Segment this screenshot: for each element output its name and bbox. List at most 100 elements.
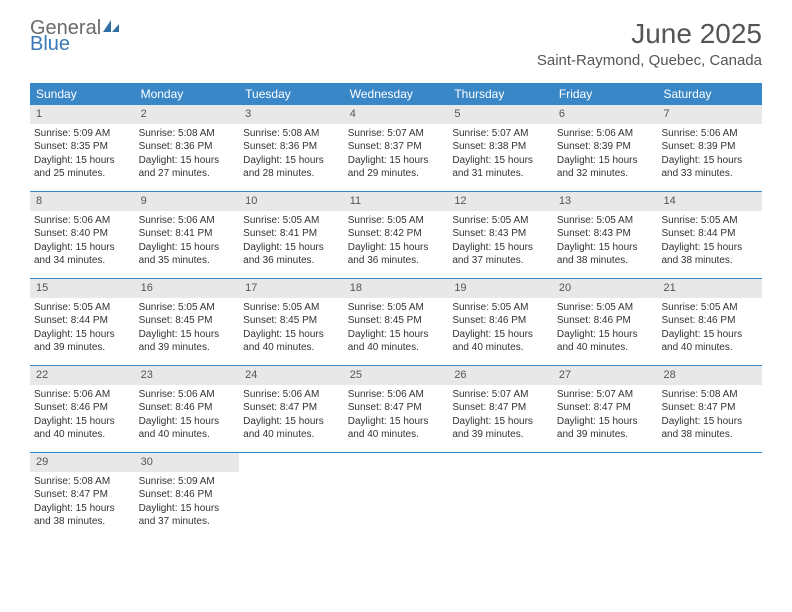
day-number: 23 [135,366,240,385]
daylight-line: Daylight: 15 hours and 40 minutes. [34,415,131,442]
sunrise-line: Sunrise: 5:06 AM [139,214,236,228]
day-number: 19 [448,279,553,298]
day-cell: 7Sunrise: 5:06 AMSunset: 8:39 PMDaylight… [657,105,762,191]
daylight-line: Daylight: 15 hours and 34 minutes. [34,241,131,268]
day-cell: 13Sunrise: 5:05 AMSunset: 8:43 PMDayligh… [553,192,658,278]
daylight-line: Daylight: 15 hours and 36 minutes. [243,241,340,268]
day-body: Sunrise: 5:06 AMSunset: 8:40 PMDaylight:… [30,211,135,274]
daylight-line: Daylight: 15 hours and 39 minutes. [139,328,236,355]
day-number: 8 [30,192,135,211]
day-body: Sunrise: 5:05 AMSunset: 8:46 PMDaylight:… [657,298,762,361]
sunset-line: Sunset: 8:46 PM [139,401,236,415]
sunrise-line: Sunrise: 5:06 AM [139,388,236,402]
sunset-line: Sunset: 8:44 PM [34,314,131,328]
sunset-line: Sunset: 8:41 PM [139,227,236,241]
day-number: 9 [135,192,240,211]
day-number: 28 [657,366,762,385]
day-body: Sunrise: 5:09 AMSunset: 8:35 PMDaylight:… [30,124,135,187]
day-cell: 14Sunrise: 5:05 AMSunset: 8:44 PMDayligh… [657,192,762,278]
day-body [239,472,344,481]
day-body: Sunrise: 5:06 AMSunset: 8:46 PMDaylight:… [30,385,135,448]
week-row: 22Sunrise: 5:06 AMSunset: 8:46 PMDayligh… [30,366,762,453]
sunset-line: Sunset: 8:43 PM [452,227,549,241]
day-body [553,472,658,481]
daylight-line: Daylight: 15 hours and 37 minutes. [139,502,236,529]
sunrise-line: Sunrise: 5:05 AM [452,214,549,228]
day-cell: 2Sunrise: 5:08 AMSunset: 8:36 PMDaylight… [135,105,240,191]
daylight-line: Daylight: 15 hours and 39 minutes. [34,328,131,355]
weekday-header: Wednesday [344,83,449,105]
daylight-line: Daylight: 15 hours and 33 minutes. [661,154,758,181]
day-body: Sunrise: 5:05 AMSunset: 8:46 PMDaylight:… [553,298,658,361]
day-cell [239,453,344,539]
day-number: 1 [30,105,135,124]
sunset-line: Sunset: 8:47 PM [34,488,131,502]
day-body [344,472,449,481]
day-body: Sunrise: 5:05 AMSunset: 8:45 PMDaylight:… [239,298,344,361]
weekday-header: Saturday [657,83,762,105]
sunset-line: Sunset: 8:38 PM [452,140,549,154]
day-cell: 3Sunrise: 5:08 AMSunset: 8:36 PMDaylight… [239,105,344,191]
day-body: Sunrise: 5:05 AMSunset: 8:46 PMDaylight:… [448,298,553,361]
day-cell: 30Sunrise: 5:09 AMSunset: 8:46 PMDayligh… [135,453,240,539]
daylight-line: Daylight: 15 hours and 32 minutes. [557,154,654,181]
sunrise-line: Sunrise: 5:09 AM [139,475,236,489]
sunrise-line: Sunrise: 5:06 AM [348,388,445,402]
day-number: 29 [30,453,135,472]
daylight-line: Daylight: 15 hours and 37 minutes. [452,241,549,268]
daylight-line: Daylight: 15 hours and 40 minutes. [348,328,445,355]
day-cell [344,453,449,539]
sunrise-line: Sunrise: 5:05 AM [452,301,549,315]
sunset-line: Sunset: 8:47 PM [557,401,654,415]
sunset-line: Sunset: 8:39 PM [557,140,654,154]
calendar: SundayMondayTuesdayWednesdayThursdayFrid… [30,83,762,539]
day-cell: 11Sunrise: 5:05 AMSunset: 8:42 PMDayligh… [344,192,449,278]
daylight-line: Daylight: 15 hours and 40 minutes. [452,328,549,355]
day-number [657,453,762,472]
day-cell: 18Sunrise: 5:05 AMSunset: 8:45 PMDayligh… [344,279,449,365]
day-body: Sunrise: 5:05 AMSunset: 8:44 PMDaylight:… [30,298,135,361]
sunrise-line: Sunrise: 5:05 AM [661,214,758,228]
day-body: Sunrise: 5:05 AMSunset: 8:44 PMDaylight:… [657,211,762,274]
weekday-row: SundayMondayTuesdayWednesdayThursdayFrid… [30,83,762,105]
sunrise-line: Sunrise: 5:05 AM [243,214,340,228]
day-cell: 29Sunrise: 5:08 AMSunset: 8:47 PMDayligh… [30,453,135,539]
day-body: Sunrise: 5:05 AMSunset: 8:45 PMDaylight:… [344,298,449,361]
day-cell: 6Sunrise: 5:06 AMSunset: 8:39 PMDaylight… [553,105,658,191]
sunrise-line: Sunrise: 5:09 AM [34,127,131,141]
day-cell: 12 Sunrise: 5:05 AMSunset: 8:43 PMDayligh… [448,192,553,278]
daylight-line: Daylight: 15 hours and 28 minutes. [243,154,340,181]
daylight-line: Daylight: 15 hours and 31 minutes. [452,154,549,181]
sunset-line: Sunset: 8:42 PM [348,227,445,241]
day-cell: 24Sunrise: 5:06 AMSunset: 8:47 PMDayligh… [239,366,344,452]
sunset-line: Sunset: 8:46 PM [661,314,758,328]
header: General Blue June 2025 Saint-Raymond, Qu… [0,0,792,75]
week-row: 8Sunrise: 5:06 AMSunset: 8:40 PMDaylight… [30,192,762,279]
day-cell: 26Sunrise: 5:07 AMSunset: 8:47 PMDayligh… [448,366,553,452]
day-number [553,453,658,472]
daylight-line: Daylight: 15 hours and 35 minutes. [139,241,236,268]
day-number: 24 [239,366,344,385]
day-number: 25 [344,366,449,385]
sunset-line: Sunset: 8:46 PM [139,488,236,502]
day-number [344,453,449,472]
logo-sail-icon [101,18,121,38]
day-cell: 8Sunrise: 5:06 AMSunset: 8:40 PMDaylight… [30,192,135,278]
day-number: 12 [448,192,553,211]
sunset-line: Sunset: 8:47 PM [348,401,445,415]
daylight-line: Daylight: 15 hours and 40 minutes. [243,328,340,355]
weekday-header: Sunday [30,83,135,105]
day-number: 11 [344,192,449,211]
daylight-line: Daylight: 15 hours and 36 minutes. [348,241,445,268]
day-cell: 5Sunrise: 5:07 AMSunset: 8:38 PMDaylight… [448,105,553,191]
sunset-line: Sunset: 8:47 PM [452,401,549,415]
sunrise-line: Sunrise: 5:08 AM [661,388,758,402]
day-number: 27 [553,366,658,385]
day-number: 18 [344,279,449,298]
day-cell [553,453,658,539]
daylight-line: Daylight: 15 hours and 38 minutes. [661,241,758,268]
day-cell: 17Sunrise: 5:05 AMSunset: 8:45 PMDayligh… [239,279,344,365]
weekday-header: Friday [553,83,658,105]
day-cell: 25Sunrise: 5:06 AMSunset: 8:47 PMDayligh… [344,366,449,452]
weekday-header: Thursday [448,83,553,105]
